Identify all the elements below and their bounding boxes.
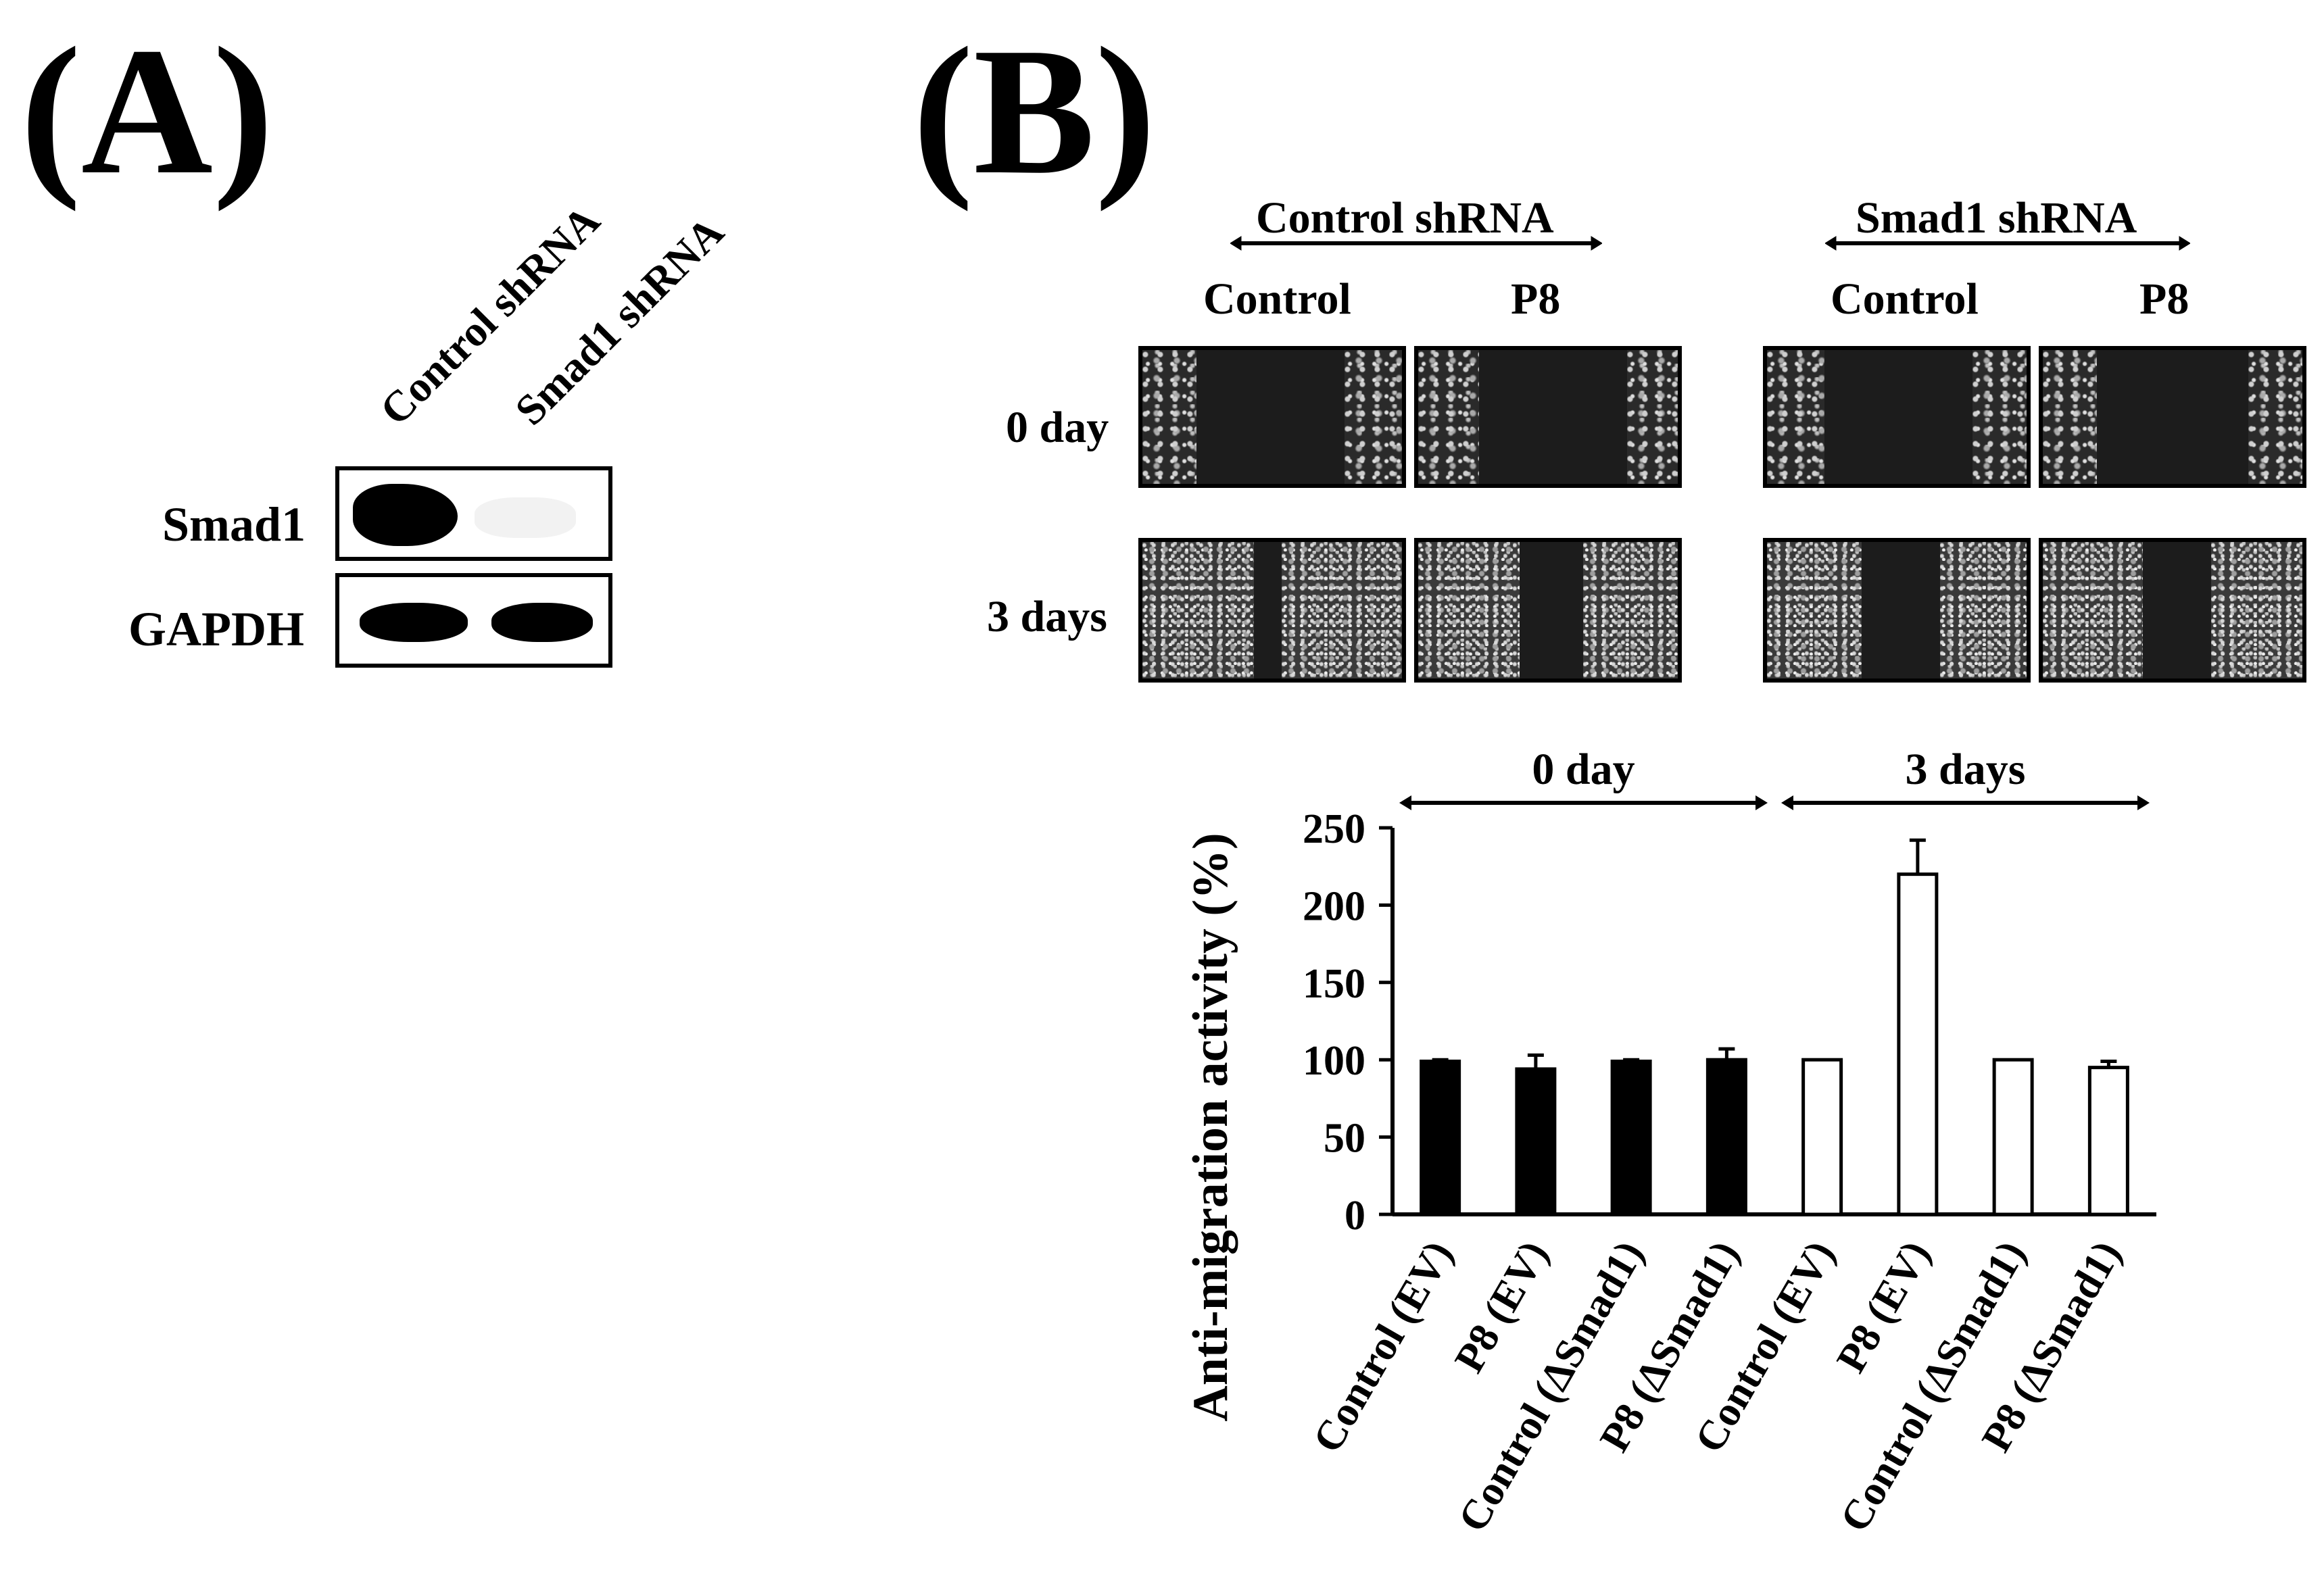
- x-tick-label-0: Control (EV): [1305, 1233, 1462, 1460]
- blot-band-smad1-knockdown: [475, 497, 576, 538]
- bar-0: [1420, 1059, 1461, 1216]
- chart-group-arrow-left-1: [1781, 795, 1793, 810]
- blot-row-label-smad1: Smad1: [162, 497, 306, 551]
- group-bracket-smad1-shrna: [1825, 236, 2190, 251]
- y-tick-label-100: 100: [1303, 1038, 1365, 1084]
- bar-4: [1801, 1058, 1843, 1216]
- bar-3: [1705, 1058, 1747, 1216]
- scratch-image-control-shrna-control-3days: [1138, 538, 1406, 683]
- column-label-p8-2: P8: [2139, 274, 2189, 324]
- column-label-control-2: Control: [1831, 274, 1979, 324]
- y-axis-label: Anti-migration activity (%): [1183, 833, 1238, 1421]
- chart-group-arrow-right-0: [1756, 795, 1768, 810]
- scratch-image-smad1-shrna-p8-0day: [2039, 346, 2306, 488]
- blot-band-gapdh-control: [360, 603, 468, 642]
- y-tick-label-0: 0: [1345, 1193, 1365, 1239]
- blot-gapdh-box: [335, 573, 612, 668]
- group-bracket-control-shrna: [1230, 236, 1602, 251]
- bar-5: [1897, 872, 1939, 1216]
- y-tick-label-200: 200: [1303, 883, 1365, 929]
- y-tick-label-50: 50: [1324, 1116, 1365, 1162]
- chart-group-arrow-left-0: [1399, 795, 1411, 810]
- y-tick-label-150: 150: [1303, 961, 1365, 1007]
- blot-smad1-box: [335, 466, 612, 561]
- chart-group-label-1: 3 days: [1906, 745, 2026, 794]
- scratch-image-smad1-shrna-control-0day: [1763, 346, 2031, 488]
- bar-1: [1515, 1067, 1557, 1216]
- y-tick-label-250: 250: [1303, 806, 1365, 852]
- scratch-image-smad1-shrna-control-3days: [1763, 538, 2031, 683]
- scratch-image-smad1-shrna-p8-3days: [2039, 538, 2306, 683]
- blot-row-label-gapdh: GAPDH: [128, 602, 304, 656]
- group-label-control-shrna: Control shRNA: [1256, 193, 1554, 243]
- bar-6: [1992, 1058, 2034, 1216]
- chart-group-arrow-right-1: [2137, 795, 2150, 810]
- panel-a-label: (A): [20, 10, 274, 212]
- scratch-image-control-shrna-p8-3days: [1414, 538, 1682, 683]
- scratch-image-control-shrna-control-0day: [1138, 346, 1406, 488]
- chart-group-label-0: 0 day: [1532, 745, 1635, 794]
- column-label-control-1: Control: [1203, 274, 1351, 324]
- row-label-0-day: 0 day: [1006, 403, 1109, 452]
- bar-7: [2087, 1066, 2129, 1216]
- blot-band-smad1-control: [353, 484, 458, 546]
- row-label-3-days: 3 days: [987, 592, 1107, 641]
- group-label-smad1-shrna: Smad1 shRNA: [1856, 193, 2137, 243]
- panel-b-label: (B): [913, 10, 1156, 212]
- blot-band-gapdh-knockdown: [491, 603, 593, 642]
- bar-2: [1610, 1059, 1652, 1216]
- column-label-p8-1: P8: [1511, 274, 1561, 324]
- scratch-image-control-shrna-p8-0day: [1414, 346, 1682, 488]
